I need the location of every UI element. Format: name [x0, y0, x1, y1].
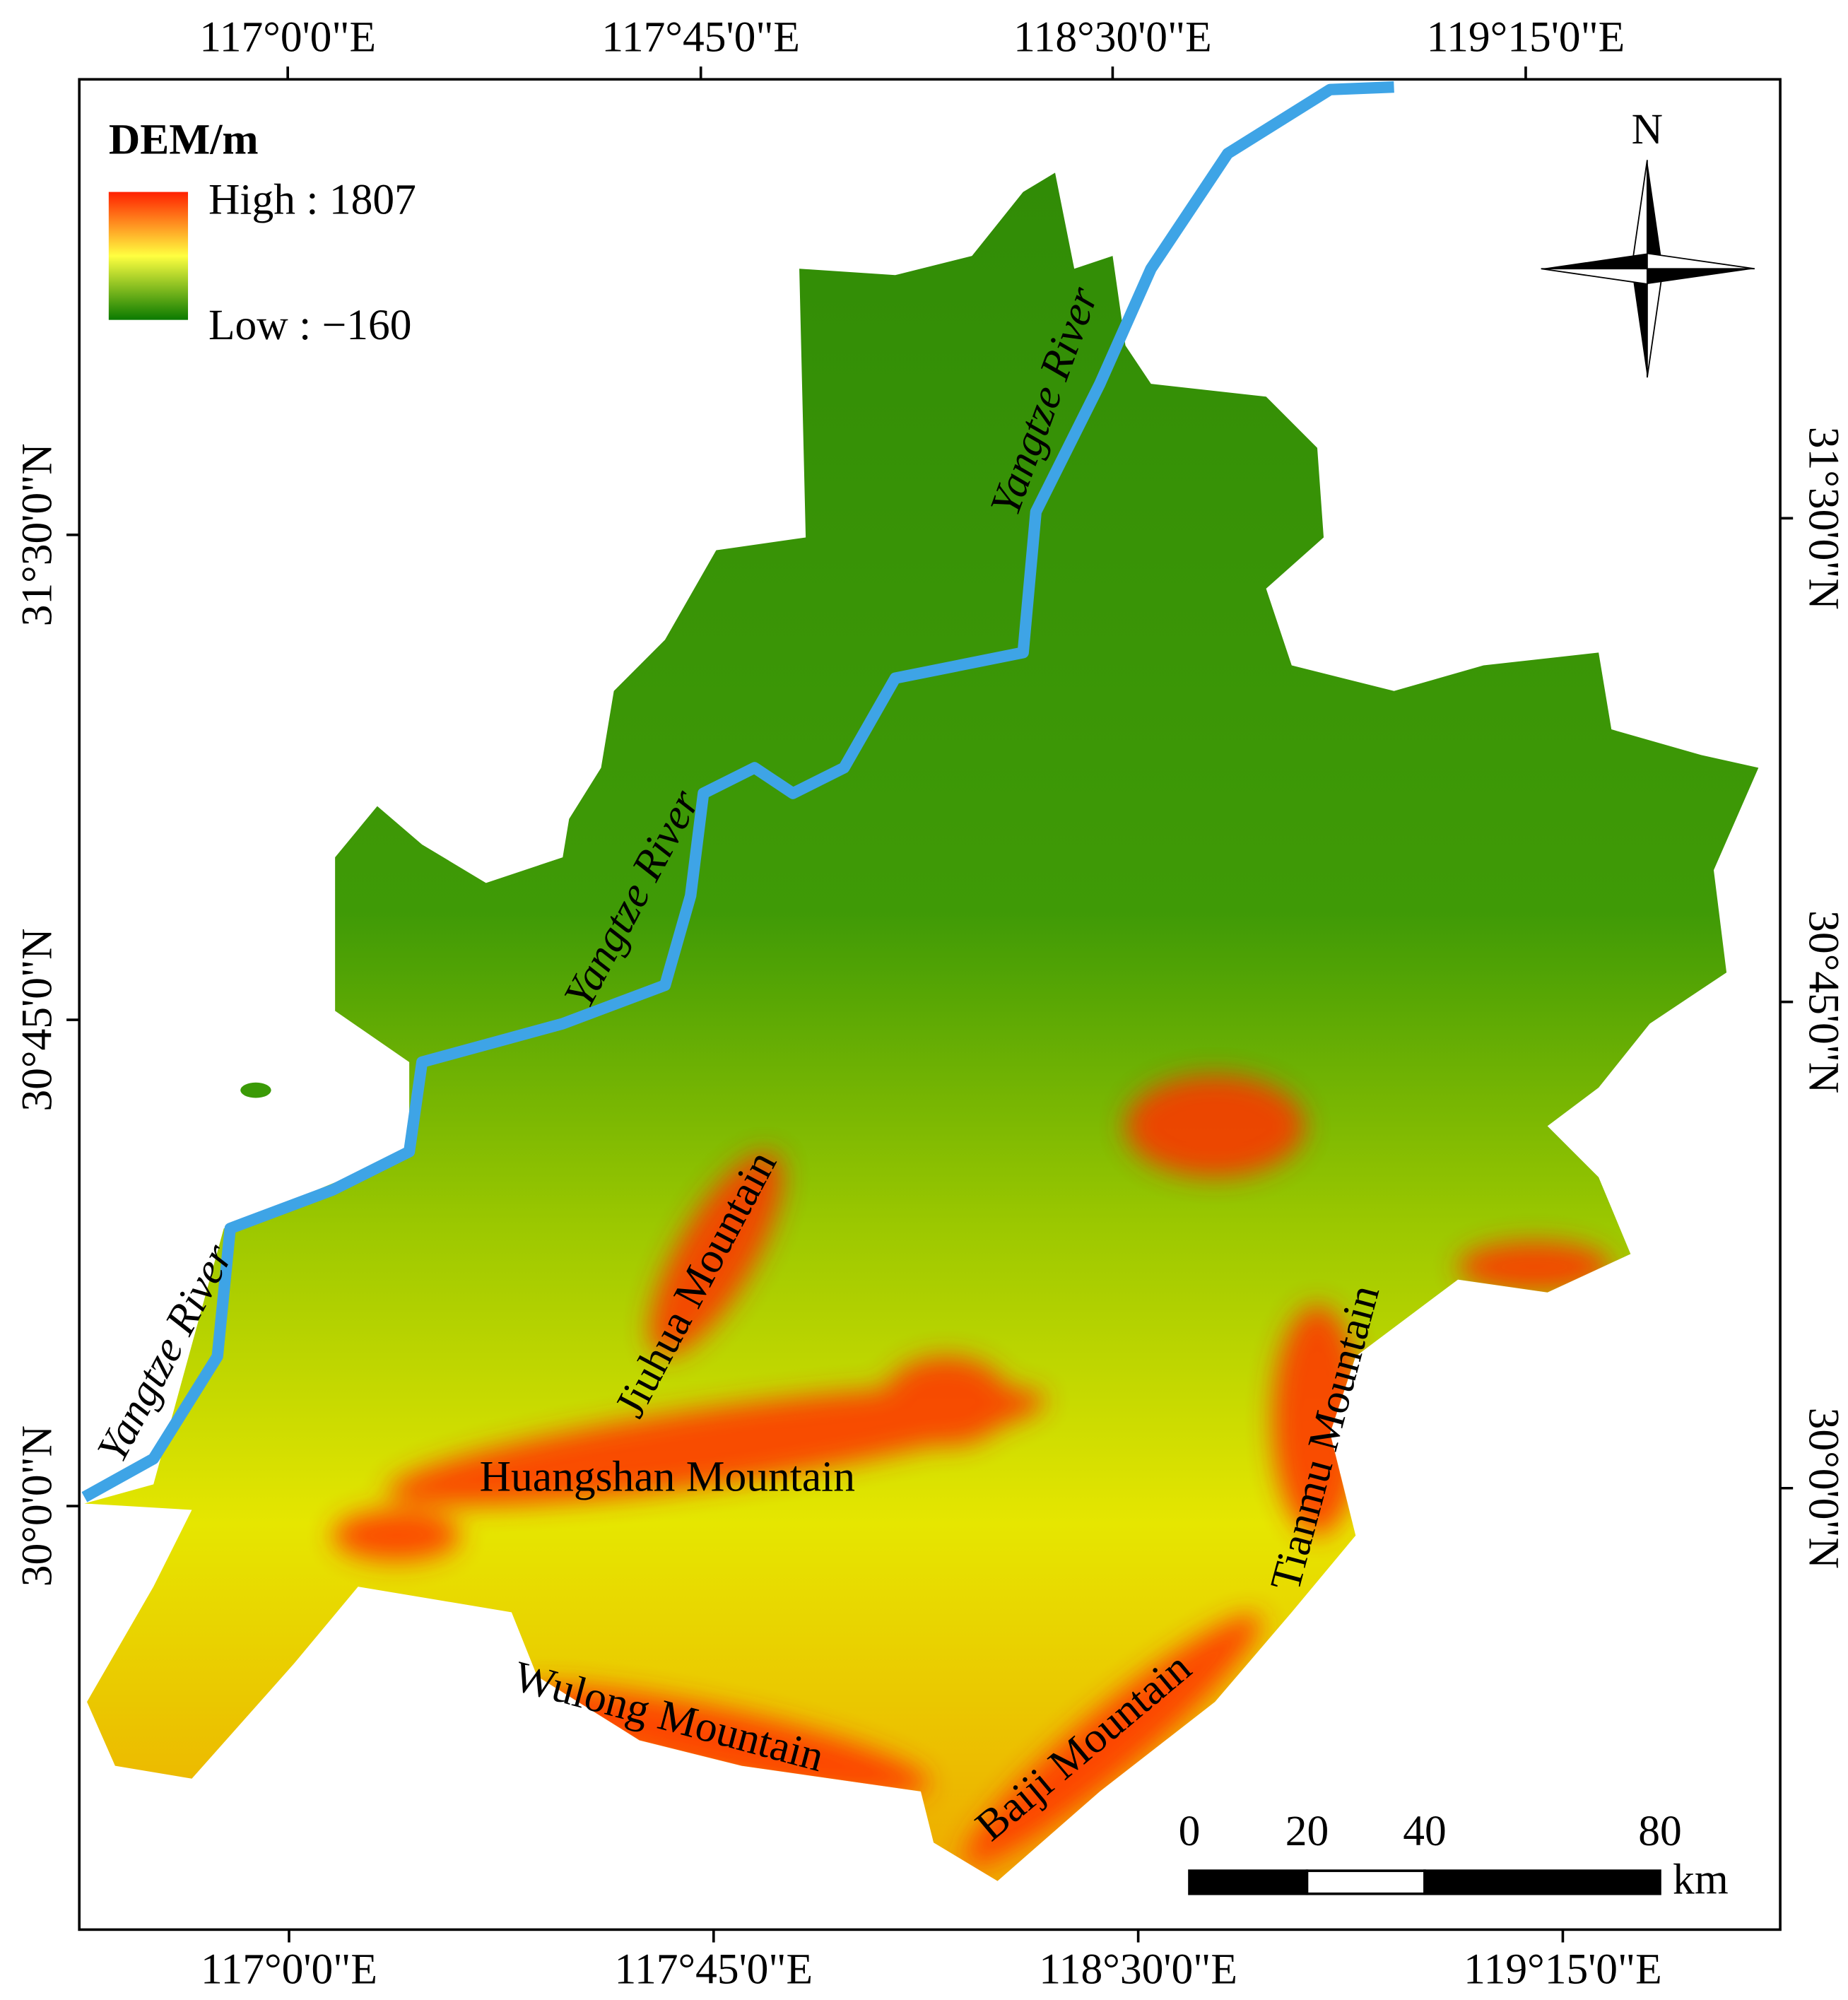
latitude-label: 30°0'0"N	[13, 1425, 61, 1587]
legend-ramp	[108, 192, 189, 320]
longitude-label: 117°45'0"E	[614, 1945, 813, 1993]
longitude-label: 117°0'0"E	[199, 13, 376, 61]
scale-unit: km	[1673, 1856, 1729, 1904]
scale-label: 0	[1179, 1807, 1201, 1855]
longitude-label: 117°45'0"E	[601, 13, 800, 61]
dem-raster	[84, 172, 1759, 1881]
island	[240, 1082, 271, 1098]
longitude-label: 119°15'0"E	[1427, 13, 1625, 61]
legend-title: DEM/m	[109, 115, 259, 163]
longitude-label: 119°15'0"E	[1464, 1945, 1662, 1993]
map-frame	[78, 78, 1782, 1931]
scale-segment	[1423, 1869, 1661, 1895]
legend-low: Low : −160	[208, 301, 412, 349]
latitude-label: 31°30'0"N	[1800, 427, 1848, 610]
legend: DEM/m High : 1807 Low : −160	[108, 115, 416, 349]
latitude-label: 31°30'0"N	[13, 443, 61, 626]
scale-label: 40	[1403, 1807, 1447, 1855]
latitude-label: 30°45'0"N	[13, 928, 61, 1111]
longitude-label: 118°30'0"E	[1013, 13, 1212, 61]
longitude-label: 118°30'0"E	[1039, 1945, 1237, 1993]
scale-segment	[1188, 1869, 1309, 1895]
scale-segment	[1305, 1869, 1426, 1895]
yangtze-river	[81, 81, 1394, 1502]
north-arrow: N	[1541, 105, 1755, 378]
north-label: N	[1632, 105, 1663, 153]
legend-high: High : 1807	[208, 175, 416, 223]
latitude-label: 30°45'0"N	[1800, 910, 1848, 1093]
latitude-label: 30°0'0"N	[1800, 1408, 1848, 1569]
mountain-label: Huangshan Mountain	[480, 1452, 855, 1500]
scale-label: 20	[1285, 1807, 1329, 1855]
scale-label: 80	[1638, 1807, 1682, 1855]
longitude-label: 117°0'0"E	[201, 1945, 377, 1993]
